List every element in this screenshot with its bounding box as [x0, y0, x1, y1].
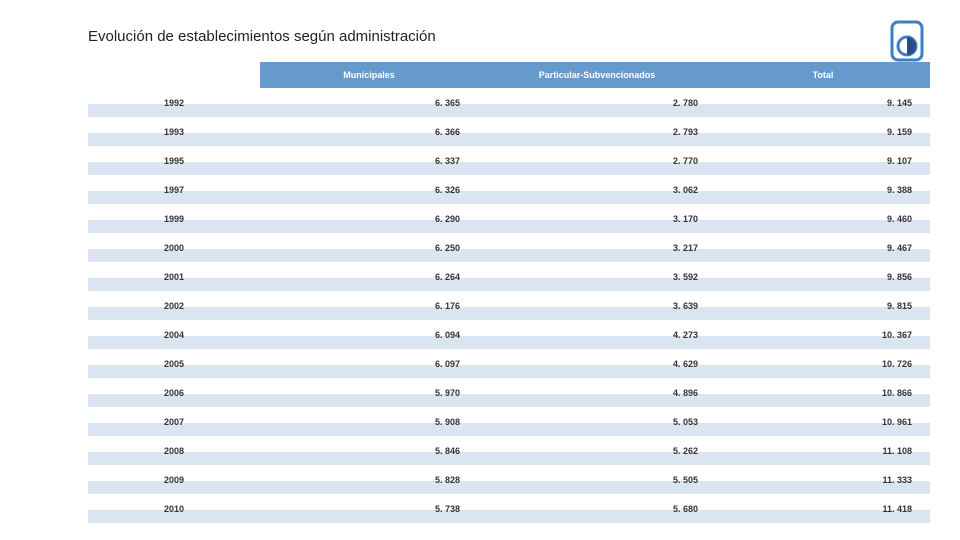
- table-row: 20095. 8285. 50511. 333: [88, 465, 930, 494]
- cell-particular: 4. 629: [478, 349, 716, 378]
- table-header-row: Municipales Particular-Subvencionados To…: [88, 62, 930, 88]
- cell-particular: 2. 780: [478, 88, 716, 117]
- cell-particular: 5. 505: [478, 465, 716, 494]
- cell-year: 2002: [88, 291, 260, 320]
- cell-particular: 5. 053: [478, 407, 716, 436]
- cell-municipales: 5. 738: [260, 494, 478, 523]
- cell-municipales: 5. 828: [260, 465, 478, 494]
- cell-municipales: 5. 846: [260, 436, 478, 465]
- table-row: 19936. 3662. 7939. 159: [88, 117, 930, 146]
- cell-year: 1997: [88, 175, 260, 204]
- cell-total: 9. 467: [716, 233, 930, 262]
- cell-total: 11. 333: [716, 465, 930, 494]
- cell-total: 10. 367: [716, 320, 930, 349]
- data-table: Municipales Particular-Subvencionados To…: [88, 62, 930, 523]
- cell-municipales: 6. 326: [260, 175, 478, 204]
- cell-municipales: 6. 250: [260, 233, 478, 262]
- col-header-particular: Particular-Subvencionados: [478, 62, 716, 88]
- cell-particular: 3. 217: [478, 233, 716, 262]
- cell-year: 2007: [88, 407, 260, 436]
- cell-year: 2005: [88, 349, 260, 378]
- cell-particular: 4. 273: [478, 320, 716, 349]
- col-header-municipales: Municipales: [260, 62, 478, 88]
- cell-municipales: 6. 366: [260, 117, 478, 146]
- cell-year: 2009: [88, 465, 260, 494]
- cell-total: 9. 856: [716, 262, 930, 291]
- cell-particular: 3. 062: [478, 175, 716, 204]
- cell-total: 10. 726: [716, 349, 930, 378]
- cell-year: 1995: [88, 146, 260, 175]
- cell-municipales: 6. 094: [260, 320, 478, 349]
- table-row: 20056. 0974. 62910. 726: [88, 349, 930, 378]
- table-row: 19996. 2903. 1709. 460: [88, 204, 930, 233]
- cell-year: 2008: [88, 436, 260, 465]
- cell-total: 10. 961: [716, 407, 930, 436]
- cell-particular: 3. 639: [478, 291, 716, 320]
- brand-logo: [886, 18, 932, 64]
- cell-total: 10. 866: [716, 378, 930, 407]
- cell-total: 9. 815: [716, 291, 930, 320]
- table-row: 19976. 3263. 0629. 388: [88, 175, 930, 204]
- cell-total: 11. 418: [716, 494, 930, 523]
- cell-total: 11. 108: [716, 436, 930, 465]
- cell-year: 1993: [88, 117, 260, 146]
- table-row: 19926. 3652. 7809. 145: [88, 88, 930, 117]
- cell-year: 2001: [88, 262, 260, 291]
- cell-year: 2006: [88, 378, 260, 407]
- table-row: 20105. 7385. 68011. 418: [88, 494, 930, 523]
- cell-particular: 4. 896: [478, 378, 716, 407]
- col-header-total: Total: [716, 62, 930, 88]
- cell-total: 9. 460: [716, 204, 930, 233]
- cell-municipales: 5. 908: [260, 407, 478, 436]
- table-row: 20026. 1763. 6399. 815: [88, 291, 930, 320]
- cell-particular: 5. 680: [478, 494, 716, 523]
- cell-particular: 3. 170: [478, 204, 716, 233]
- table-row: 20085. 8465. 26211. 108: [88, 436, 930, 465]
- cell-total: 9. 145: [716, 88, 930, 117]
- cell-total: 9. 159: [716, 117, 930, 146]
- cell-year: 2010: [88, 494, 260, 523]
- table-row: 20016. 2643. 5929. 856: [88, 262, 930, 291]
- cell-municipales: 6. 365: [260, 88, 478, 117]
- cell-particular: 5. 262: [478, 436, 716, 465]
- table-row: 20065. 9704. 89610. 866: [88, 378, 930, 407]
- cell-year: 1992: [88, 88, 260, 117]
- cell-municipales: 6. 290: [260, 204, 478, 233]
- cell-particular: 2. 793: [478, 117, 716, 146]
- cell-particular: 3. 592: [478, 262, 716, 291]
- cell-municipales: 6. 176: [260, 291, 478, 320]
- cell-total: 9. 107: [716, 146, 930, 175]
- table-row: 20075. 9085. 05310. 961: [88, 407, 930, 436]
- cell-municipales: 6. 264: [260, 262, 478, 291]
- cell-particular: 2. 770: [478, 146, 716, 175]
- cell-year: 2004: [88, 320, 260, 349]
- cell-municipales: 6. 097: [260, 349, 478, 378]
- cell-year: 2000: [88, 233, 260, 262]
- cell-municipales: 6. 337: [260, 146, 478, 175]
- col-header-year: [88, 62, 260, 88]
- cell-year: 1999: [88, 204, 260, 233]
- page-title: Evolución de establecimientos según admi…: [88, 28, 436, 45]
- cell-municipales: 5. 970: [260, 378, 478, 407]
- table-row: 20006. 2503. 2179. 467: [88, 233, 930, 262]
- cell-total: 9. 388: [716, 175, 930, 204]
- table-row: 20046. 0944. 27310. 367: [88, 320, 930, 349]
- table-row: 19956. 3372. 7709. 107: [88, 146, 930, 175]
